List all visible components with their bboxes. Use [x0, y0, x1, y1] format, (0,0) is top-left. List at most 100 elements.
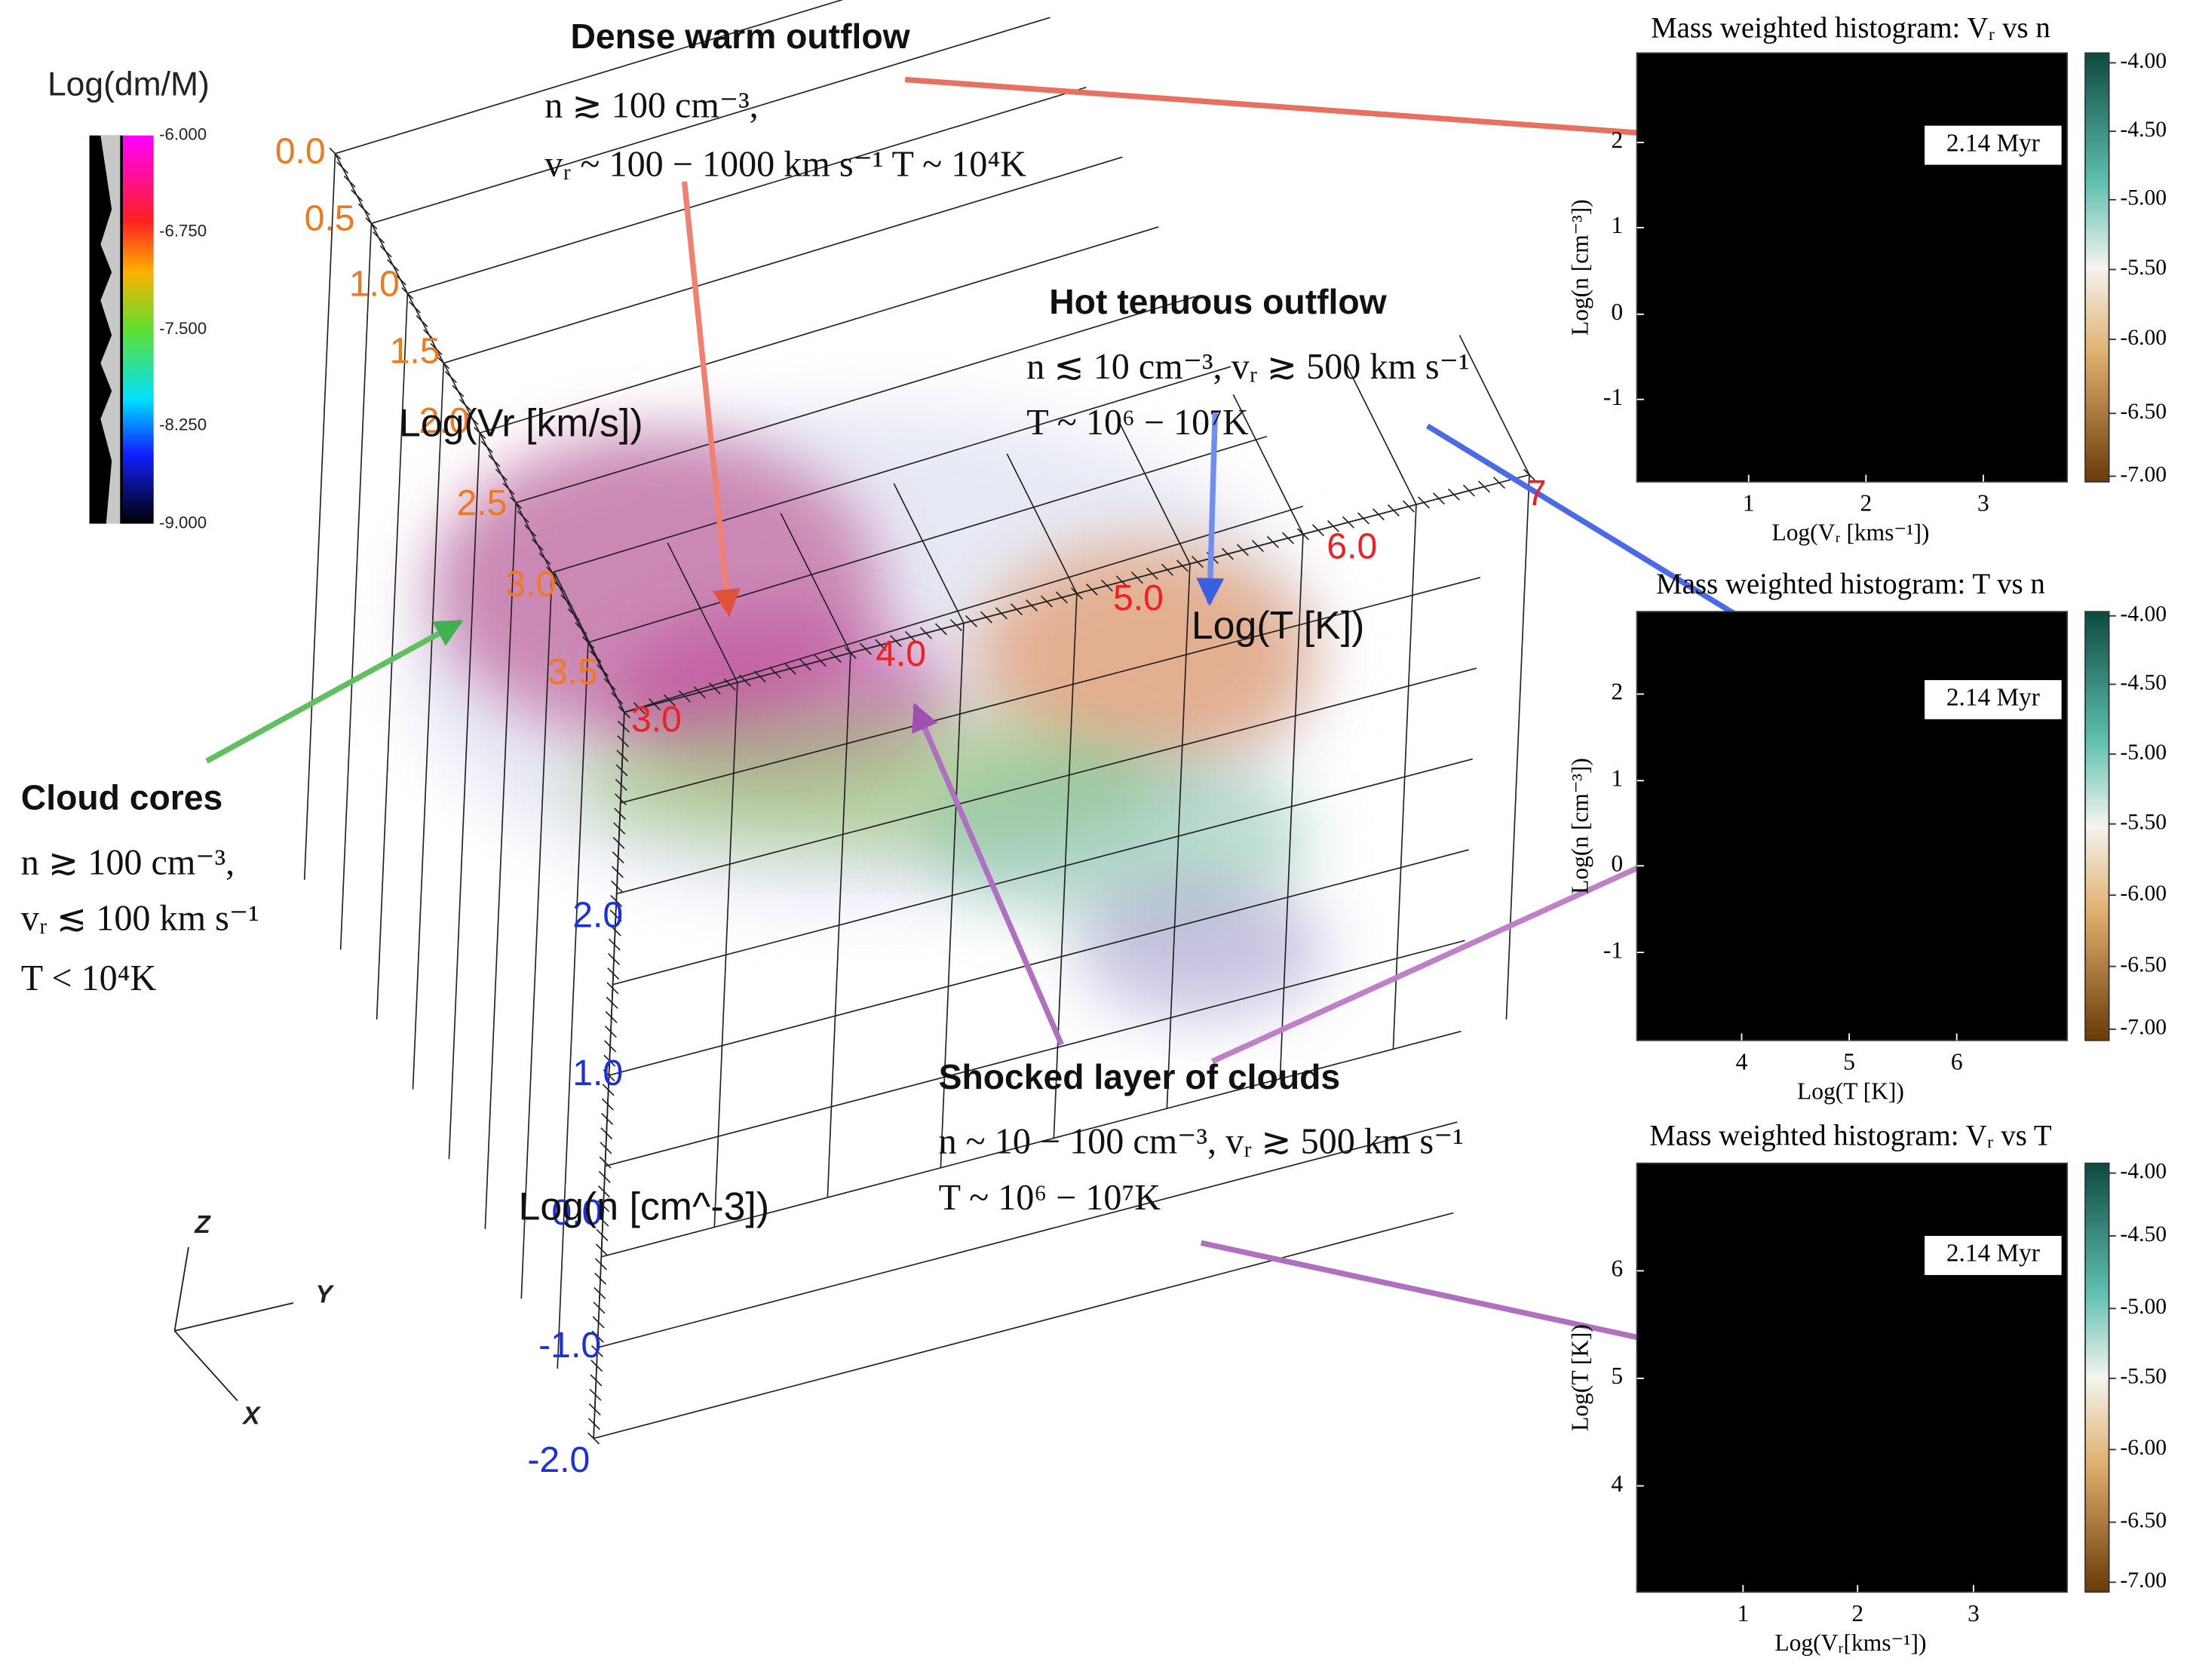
y-axis-label: Log(n [cm⁻³]) [1567, 758, 1593, 894]
arrow [205, 618, 464, 764]
box-line [515, 296, 1195, 504]
box-line [615, 764, 628, 777]
box-line [1191, 556, 1204, 569]
box-line [1236, 544, 1249, 556]
box-line [443, 156, 1123, 364]
n-tick-label: 2.0 [572, 895, 623, 936]
box-line [538, 552, 551, 565]
colorbar-tick-label: -5.50 [2120, 1365, 2167, 1389]
box-line [1146, 567, 1158, 580]
colorbar-title: Log(dm/M) [48, 66, 210, 103]
x-tick-label: 3 [1977, 490, 1989, 517]
histogram-background [1636, 1163, 2068, 1593]
y-tick-label: 0 [1611, 299, 1623, 325]
box-line [379, 245, 392, 258]
box-line [495, 468, 508, 481]
box-line [387, 259, 400, 271]
histogram-title: Mass weighted histogram: Vᵣ vs n [1651, 12, 2050, 44]
box-line [601, 1112, 614, 1125]
box-line [612, 758, 1473, 986]
box-line [1432, 492, 1445, 505]
x-tick-label: 1 [1743, 490, 1755, 517]
t-tick-label: 7 [1526, 473, 1547, 514]
box-line [614, 793, 627, 806]
box-line [678, 690, 691, 703]
box-line [1006, 453, 1078, 594]
box-line [459, 399, 472, 412]
box-line [597, 664, 609, 676]
t-tick-label: 6.0 [1327, 526, 1377, 567]
box-line [615, 778, 627, 791]
orientation-label: Z [194, 1211, 211, 1239]
annotation-text: T ~ 10⁶ − 10⁷K [1026, 403, 1249, 443]
x-axis-label: Log(Vᵣ[kms⁻¹]) [1774, 1629, 1926, 1656]
box-line [612, 836, 625, 849]
box-line [611, 866, 624, 878]
box-line [667, 542, 738, 683]
y-axis-label: Log(n [cm⁻³]) [1567, 199, 1593, 336]
box-line [610, 894, 623, 907]
histogram-colorbar [2084, 52, 2110, 483]
box-line [597, 1121, 1458, 1349]
box-line [594, 1286, 606, 1299]
vr-tick-label: 1.0 [349, 263, 400, 304]
annotation-title: Dense warm outflow [570, 17, 910, 56]
vr-tick-label: 2.5 [456, 483, 507, 523]
colorbar-tick-label: -7.00 [2120, 1568, 2167, 1593]
box-line [587, 435, 1268, 643]
box-line [693, 686, 706, 699]
box-line [546, 566, 559, 579]
box-line [1100, 579, 1113, 592]
box-line [980, 611, 992, 624]
time-box [1925, 1236, 2062, 1275]
box-line [1417, 496, 1430, 509]
box-line [343, 175, 356, 188]
box-line [904, 630, 917, 643]
box-line [551, 366, 1231, 574]
box-line [611, 880, 624, 893]
time-label: 2.14 Myr [1946, 129, 2040, 157]
vr-axis-title: Log(Vr [km/s]) [399, 401, 643, 445]
x-tick-label: 2 [1860, 490, 1872, 517]
box-line [1505, 474, 1530, 1020]
n-axis-title: Log(n [cm^-3]) [518, 1185, 769, 1228]
box-line [553, 580, 566, 593]
y-axis-label: Log(T [K]) [1567, 1324, 1593, 1431]
box-line [605, 1011, 618, 1024]
box-line [600, 1127, 613, 1140]
box-line [466, 412, 479, 425]
box-line [1251, 540, 1264, 553]
box-line [919, 627, 932, 639]
colorbar-tick-label: -5.00 [2120, 186, 2167, 210]
x-tick-label: 4 [1736, 1048, 1748, 1075]
box-line [590, 1360, 603, 1372]
vr-tick-label: 1.5 [390, 330, 440, 371]
colorbar-tick-label: -6.00 [2120, 881, 2167, 906]
t-tick-label: 5.0 [1113, 578, 1164, 618]
y-tick-label: 0 [1611, 850, 1623, 876]
colorbar-tick-label: -6.00 [2120, 1436, 2167, 1460]
annotation-title: Shocked layer of clouds [939, 1057, 1341, 1096]
box-line [620, 577, 1481, 804]
colorbar-tick-label: -5.50 [2120, 256, 2167, 280]
annotation-text: n ≳ 100 cm⁻³, [544, 86, 758, 126]
colorbar-tick-label: -9.000 [159, 513, 207, 532]
box-line [614, 808, 627, 820]
arrow [912, 702, 1064, 1046]
arrow [681, 181, 741, 618]
box-line [581, 636, 594, 648]
histogram-title: Mass weighted histogram: T vs n [1656, 568, 2045, 600]
box-line [1402, 500, 1415, 513]
colorbar-tick-label: -7.500 [159, 319, 207, 338]
histogram-colorbar [2084, 611, 2110, 1041]
box-line [531, 538, 544, 551]
colorbar-tick-label: -7.00 [2120, 1016, 2167, 1040]
annotation-text: n ≲ 10 cm⁻³, vᵣ ≳ 500 km s⁻¹ [1026, 347, 1469, 387]
box-line [606, 996, 618, 1009]
histogram-frame [1636, 52, 2068, 483]
box-line [567, 608, 580, 621]
box-line [510, 496, 523, 509]
box-line [594, 1272, 607, 1285]
box-line [437, 357, 450, 369]
box-line [592, 1316, 605, 1329]
